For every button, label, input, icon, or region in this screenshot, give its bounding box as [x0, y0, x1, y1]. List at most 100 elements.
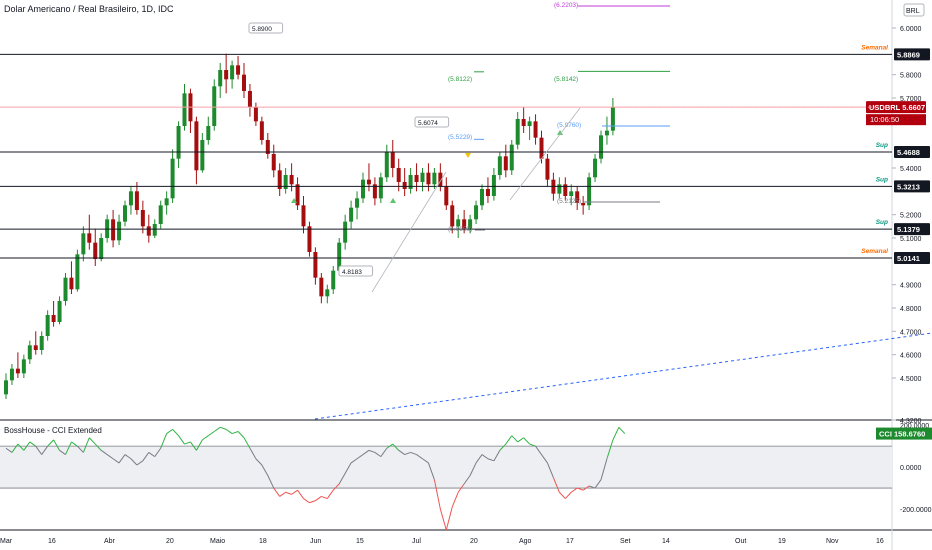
x-tick-label: 20: [470, 538, 478, 545]
cci-segment: [362, 449, 370, 455]
cci-segment: [564, 491, 572, 499]
cci-segment: [59, 449, 66, 455]
candle-body: [206, 126, 211, 140]
cci-segment: [172, 429, 179, 437]
candle-body: [396, 168, 401, 182]
cci-segment: [88, 437, 96, 445]
candle-body: [33, 345, 38, 350]
candle-body: [593, 158, 598, 178]
candle-body: [539, 137, 544, 159]
cci-segment: [577, 487, 584, 491]
candle-body: [182, 93, 187, 126]
cci-segment: [439, 508, 447, 531]
cci-segment: [291, 489, 298, 495]
candle-body: [307, 226, 312, 252]
candle-body: [378, 177, 383, 199]
candle-body: [557, 184, 562, 194]
x-tick-label: Jun: [310, 538, 321, 545]
level-label-box: [866, 101, 926, 114]
cci-segment: [124, 454, 132, 460]
level-label: 5.1379: [897, 225, 920, 234]
candle-body: [4, 380, 8, 395]
candle-body: [9, 368, 14, 381]
annotation-box: [414, 116, 450, 128]
candle-body: [123, 205, 127, 222]
level-label-box: [894, 223, 930, 236]
candle-body: [402, 182, 407, 189]
candle-body: [545, 158, 550, 180]
cci-segment: [481, 454, 489, 460]
candle-body: [289, 175, 294, 185]
level-label-box: [894, 145, 930, 158]
candle-body: [230, 65, 235, 80]
cci-tick-label: -200.0000: [900, 507, 932, 514]
candle-body: [355, 198, 360, 208]
level-label-box: [894, 252, 930, 265]
cci-segment: [451, 492, 459, 508]
candle-body: [111, 219, 116, 241]
candle-body: [575, 191, 580, 203]
candle-body: [366, 179, 371, 185]
countdown-label: 10:06:50: [870, 115, 899, 124]
cci-segment: [350, 458, 358, 464]
cci-segment: [422, 458, 429, 464]
cci-segment: [41, 445, 49, 455]
cci-segment: [368, 449, 376, 453]
cci-segment: [594, 479, 602, 489]
candle-body: [331, 270, 336, 290]
x-tick-label: Set: [620, 538, 631, 545]
cci-segment: [148, 452, 156, 458]
candle-body: [200, 140, 205, 171]
cci-segment: [529, 443, 536, 447]
candle-body: [146, 226, 151, 236]
cci-segment: [267, 475, 275, 489]
cci-segment: [160, 433, 168, 449]
candle-body: [117, 221, 122, 241]
x-tick-label: Out: [735, 538, 746, 545]
candle-body: [81, 233, 86, 255]
cci-segment: [588, 485, 596, 489]
signal-triangle: [291, 198, 297, 203]
level-tag: Sup: [876, 219, 888, 226]
level-tag: Sup: [876, 176, 888, 183]
annotation-label: (5.0850): [448, 226, 472, 233]
cci-segment: [285, 491, 292, 495]
candle-body: [444, 186, 449, 206]
candle-body: [170, 158, 175, 199]
candle-body: [361, 179, 365, 199]
candle-body: [438, 172, 443, 187]
candle-body: [480, 189, 484, 206]
annotation-label: (5.8142): [554, 76, 578, 83]
candle-body: [426, 172, 431, 185]
candle-body: [533, 121, 538, 138]
candle-body: [563, 184, 568, 196]
price-tick-label: 4.6000: [900, 353, 922, 360]
currency-badge-label: BRL: [906, 8, 920, 15]
cci-segment: [17, 443, 25, 451]
candle-body: [212, 86, 217, 126]
price-tick-label: 5.4000: [900, 166, 922, 173]
candle-body: [414, 175, 419, 182]
candle-body: [194, 121, 199, 171]
currency-badge: [903, 3, 925, 17]
x-tick-label: Nov: [826, 538, 839, 545]
candle-body: [271, 154, 276, 171]
cci-segment: [154, 447, 162, 457]
cci-segment: [493, 450, 501, 462]
candle-body: [295, 184, 300, 206]
cci-segment: [321, 495, 328, 500]
x-tick-label: 17: [566, 538, 574, 545]
candle-body: [164, 198, 169, 206]
cci-segment: [433, 479, 441, 510]
cci-segment: [463, 475, 471, 485]
trend-line: [314, 332, 932, 420]
cci-segment: [541, 454, 548, 464]
cci-value-label: CCI 158.6760: [879, 430, 925, 439]
level-label-box: [894, 48, 930, 61]
candle-body: [384, 151, 389, 178]
cci-segment: [552, 477, 560, 493]
price-tick-label: 6.0000: [900, 26, 922, 33]
candle-body: [456, 219, 461, 227]
price-tick-label: 5.2000: [900, 213, 922, 220]
